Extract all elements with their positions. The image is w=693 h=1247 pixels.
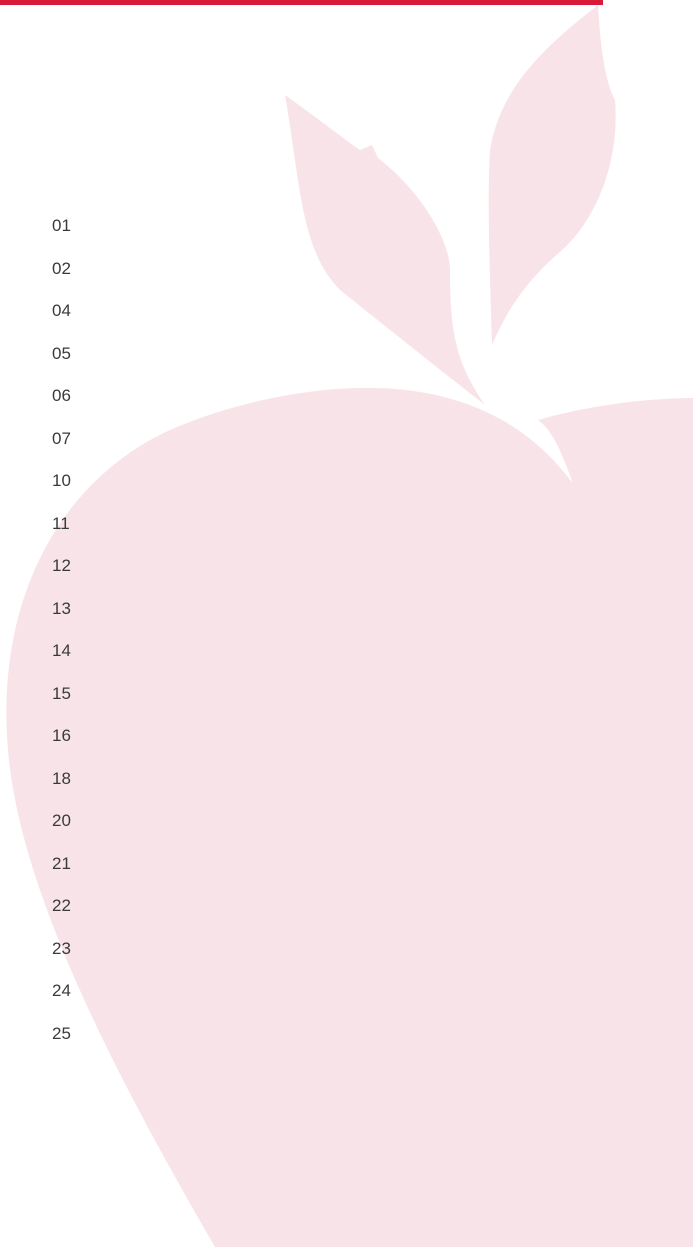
page-number: 24 [52,979,71,1022]
page-number: 22 [52,894,71,937]
page-number: 07 [52,427,71,470]
page: {"items": ["01", "02", "04", "05", "06",… [0,0,693,1247]
top-bar [0,0,603,5]
page-number: 14 [52,639,71,682]
left-leaf [285,95,485,405]
page-number: 18 [52,767,71,810]
right-leaf [489,5,616,345]
page-number: 06 [52,384,71,427]
page-number: 20 [52,809,71,852]
page-number: 21 [52,852,71,895]
page-number: 15 [52,682,71,725]
page-number: 12 [52,554,71,597]
page-number: 10 [52,469,71,512]
apple-body [6,388,693,1247]
page-number: 05 [52,342,71,385]
page-number: 02 [52,257,71,300]
page-number: 23 [52,937,71,980]
page-number: 25 [52,1022,71,1065]
page-number: 04 [52,299,71,342]
page-number: 01 [52,214,71,257]
page-number: 13 [52,597,71,640]
background-art [0,0,693,1247]
apple-illustration [6,5,693,1247]
page-number: 11 [52,512,71,555]
page-number: 16 [52,724,71,767]
